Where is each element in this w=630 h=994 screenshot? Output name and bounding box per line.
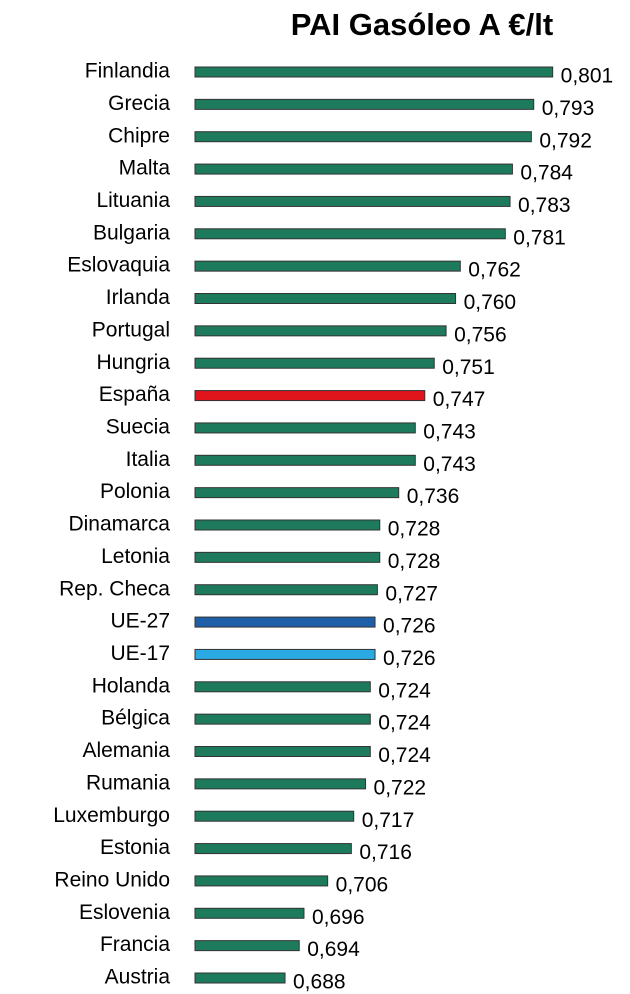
- value-label: 0,801: [561, 65, 614, 88]
- category-label: Suecia: [106, 415, 171, 438]
- category-label: Bélgica: [101, 707, 170, 730]
- category-label: Grecia: [108, 92, 170, 115]
- bar: [194, 260, 461, 272]
- category-label: Dinamarca: [68, 513, 170, 536]
- category-label: Rumania: [86, 771, 170, 794]
- category-label: Letonia: [101, 545, 170, 568]
- value-label: 0,743: [423, 420, 476, 443]
- bar: [194, 519, 381, 531]
- category-label: Estonia: [100, 836, 170, 859]
- bar: [194, 648, 376, 660]
- category-label: Irlanda: [106, 286, 171, 309]
- value-label: 0,728: [388, 550, 441, 573]
- category-label: UE-17: [110, 642, 170, 665]
- category-label: Chipre: [108, 124, 170, 147]
- bar: [194, 228, 506, 240]
- bar: [194, 584, 378, 596]
- bar: [194, 972, 286, 984]
- value-label: 0,722: [374, 776, 427, 799]
- value-label: 0,793: [542, 97, 595, 120]
- category-label: Holanda: [92, 674, 171, 697]
- chart-title: PAI Gasóleo A €/lt: [291, 7, 553, 42]
- category-label: Malta: [119, 157, 171, 180]
- category-label: Bulgaria: [93, 221, 170, 244]
- bar: [194, 713, 371, 725]
- value-label: 0,717: [362, 809, 415, 832]
- value-label: 0,688: [293, 971, 346, 994]
- value-label: 0,756: [454, 323, 507, 346]
- category-label: Eslovenia: [79, 901, 170, 924]
- bar: [194, 390, 426, 402]
- value-label: 0,781: [513, 226, 566, 249]
- bar: [194, 454, 416, 466]
- bar: [194, 746, 371, 757]
- bar: [194, 195, 511, 207]
- category-label: UE-27: [110, 610, 170, 633]
- value-label: 0,724: [378, 679, 431, 702]
- value-label: 0,724: [378, 712, 431, 735]
- bar: [194, 357, 435, 369]
- bar: [194, 66, 554, 78]
- category-label: Rep. Checa: [59, 577, 170, 600]
- value-label: 0,726: [383, 647, 436, 670]
- bar: [194, 843, 352, 855]
- value-label: 0,747: [433, 388, 486, 411]
- value-label: 0,706: [336, 873, 389, 896]
- category-label: España: [99, 383, 171, 406]
- category-label: Lituania: [96, 189, 170, 212]
- bar: [194, 325, 447, 337]
- value-label: 0,743: [423, 453, 476, 476]
- bar: [194, 293, 457, 304]
- value-label: 0,792: [539, 129, 592, 152]
- bar: [194, 163, 513, 175]
- value-label: 0,783: [518, 194, 571, 217]
- category-label: Francia: [100, 933, 170, 956]
- value-label: 0,726: [383, 615, 436, 638]
- bar: [194, 810, 355, 822]
- bar: [194, 940, 300, 952]
- value-label: 0,762: [468, 259, 521, 282]
- category-label: Polonia: [100, 480, 170, 503]
- value-label: 0,728: [388, 518, 441, 541]
- bar: [194, 422, 416, 434]
- value-label: 0,716: [359, 841, 412, 864]
- category-label: Portugal: [92, 318, 170, 341]
- category-label: Austria: [105, 966, 171, 989]
- value-label: 0,751: [442, 356, 495, 379]
- bar: [194, 681, 371, 693]
- bar: [194, 875, 329, 887]
- category-label: Hungria: [96, 351, 170, 374]
- category-label: Reino Unido: [54, 868, 170, 891]
- value-label: 0,736: [407, 485, 460, 508]
- bar: [194, 487, 400, 499]
- category-label: Finlandia: [85, 60, 171, 83]
- bar: [194, 778, 367, 790]
- bar: [194, 616, 376, 628]
- value-label: 0,727: [385, 582, 438, 605]
- category-label: Alemania: [82, 739, 170, 762]
- value-label: 0,694: [307, 938, 360, 961]
- bar: [194, 131, 532, 143]
- value-label: 0,696: [312, 906, 365, 929]
- bar: [194, 98, 535, 110]
- bar: [194, 551, 381, 563]
- value-label: 0,760: [464, 291, 517, 314]
- value-label: 0,724: [378, 744, 431, 767]
- value-label: 0,784: [520, 162, 573, 185]
- category-label: Luxemburgo: [53, 804, 170, 827]
- bar: [194, 907, 305, 919]
- category-label: Italia: [126, 448, 171, 471]
- category-label: Eslovaquia: [67, 254, 170, 277]
